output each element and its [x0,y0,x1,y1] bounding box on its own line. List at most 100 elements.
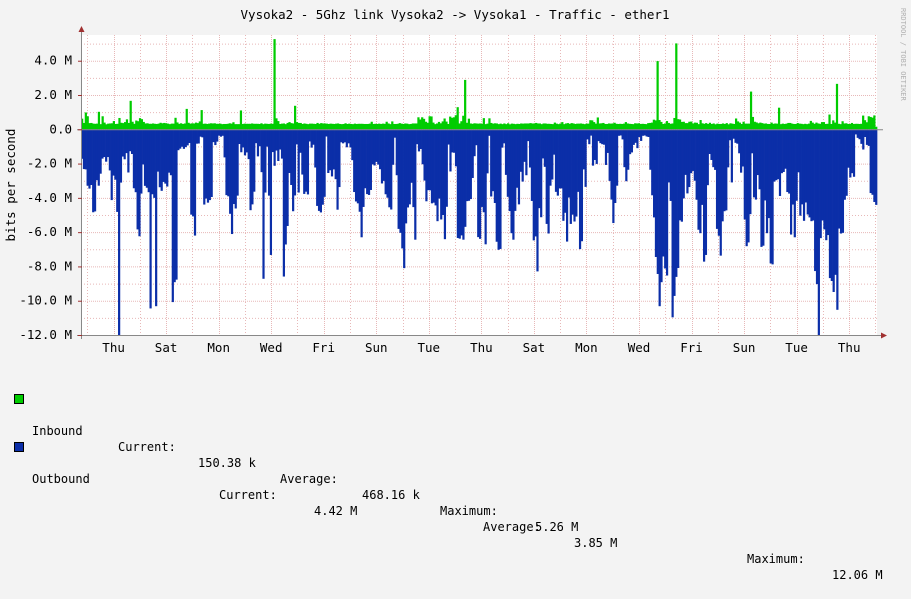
outbound-bar [392,129,395,165]
outbound-bar [158,129,161,188]
outbound-bar [323,129,326,197]
outbound-bar [599,129,602,144]
outbound-bar [719,129,722,256]
inbound-bar [744,123,747,130]
outbound-bar [527,129,530,142]
outbound-bar [738,129,741,154]
inbound-bar [809,120,812,130]
inbound-bar [753,121,756,130]
outbound-bar [777,129,780,180]
inbound-bar [338,123,342,130]
outbound-bar [697,129,700,230]
inbound-bar [359,123,362,130]
outbound-bar [569,129,572,224]
outbound-bar [747,129,750,243]
inbound-bar [245,123,248,130]
outbound-bar [267,129,271,196]
outbound-bar [693,129,696,181]
inbound-bar [604,123,607,130]
inbound-bar [361,123,364,130]
inbound-bar [546,123,549,130]
inbound-bar [699,120,702,130]
inbound-bar [467,118,471,130]
inbound-bar [621,123,624,130]
outbound-bar [132,129,136,189]
outbound-bar [506,129,509,197]
inbound-bar [544,123,547,130]
inbound-bar [757,123,760,130]
inbound-bar [869,116,872,130]
x-tick-label: Wed [628,340,651,355]
inbound-bar [798,123,801,130]
inbound-bar [535,122,538,130]
outbound-bar [588,129,591,145]
graph-window: 4.0 M 2.0 M 0.0 -2.0 M -4.0 M -6.0 M -8.0 M -10… [3,7,907,582]
inbound-bar [288,122,291,130]
inbound-series [81,39,878,130]
inbound-bar [611,123,614,130]
inbound-bar [482,118,485,130]
outbound-bar [416,129,419,145]
inbound-bar [848,123,852,130]
outbound-bar [192,129,195,217]
outbound-bar [621,129,624,140]
outbound-bar [497,129,500,250]
inbound-bar [370,121,373,130]
outbound-bar [340,129,343,143]
inbound-bar [658,120,661,130]
inbound-bar [297,122,300,130]
inbound-bar [734,118,738,130]
outbound-bar [347,129,350,144]
outbound-bar [575,129,578,217]
outbound-bar [329,129,332,171]
inbound-bar [615,123,618,130]
inbound-bar [118,117,121,130]
outbound-current-value: 4.42 M [314,504,358,518]
inbound-bar [424,121,428,130]
inbound-bar [146,123,149,130]
outbound-bar [175,129,178,280]
outbound-bar [471,129,474,178]
inbound-bar [381,123,385,130]
inbound-bar [665,121,669,130]
outbound-bar [871,129,874,195]
inbound-bar [295,122,299,130]
outbound-bar [580,129,584,242]
outbound-bar [397,129,400,229]
inbound-bar [247,123,250,130]
inbound-bar [170,123,173,130]
inbound-bar [262,124,265,130]
inbound-bar [137,121,140,130]
inbound-bar [508,124,512,130]
inbound-bar [456,107,459,130]
inbound-bar [594,123,598,130]
outbound-bar [514,129,517,211]
inbound-bar [652,119,655,130]
outbound-bar [801,129,804,205]
outbound-bar [264,129,267,193]
inbound-bar [501,124,504,130]
outbound-bar [182,129,186,149]
outbound-bar [190,129,193,215]
inbound-bar [811,122,814,130]
outbound-bar [491,129,495,192]
outbound-bar [334,129,337,180]
inbound-bar [310,123,314,130]
inbound-bar [634,123,637,130]
outbound-bar [858,129,861,140]
outbound-bar [477,129,480,238]
y-tick-label: -10.0 M [19,293,72,308]
outbound-bar [649,129,652,170]
inbound-bar [514,124,517,130]
inbound-bar [110,123,114,130]
inbound-bar [669,123,672,130]
inbound-bar [181,123,185,130]
inbound-bar [103,122,106,130]
inbound-bar [398,123,401,130]
outbound-bar [856,129,859,138]
inbound-bar [551,124,555,130]
inbound-bar [393,123,396,130]
inbound-bar [391,121,394,130]
outbound-bar [229,129,232,214]
inbound-bar [226,123,229,130]
